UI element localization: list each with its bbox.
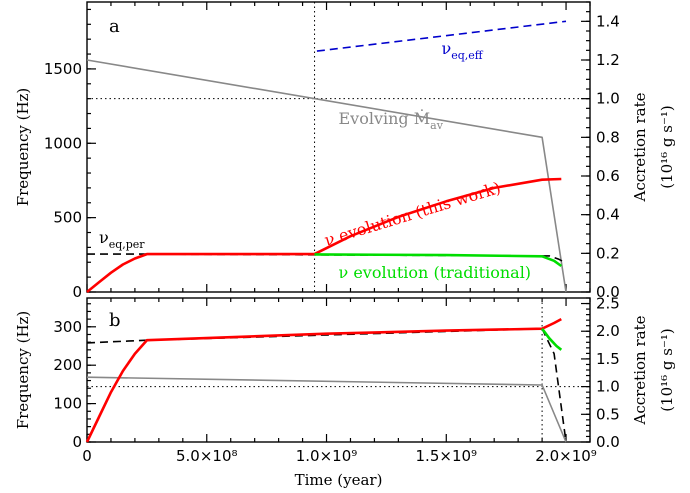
- plot-frame: [86, 297, 591, 443]
- y-right-tick-label: 0.6: [596, 167, 620, 185]
- y-tick-label: 1500: [44, 60, 82, 78]
- series-line-nu-eq-eff: [316, 20, 567, 52]
- y-right-axis-units: (10¹⁶ g s⁻¹): [658, 105, 676, 189]
- y-right-tick-label: 1.0: [596, 90, 620, 108]
- annotation-subscript: av: [430, 119, 444, 132]
- annotation-label: νeq,eff: [441, 39, 483, 62]
- y-right-tick-label: 1.5: [596, 350, 620, 368]
- series-line-accretion-rate-right-axis: [86, 376, 567, 443]
- annotation-label: ν evolution (traditional): [339, 263, 532, 282]
- y-axis-label: Frequency (Hz): [14, 88, 32, 207]
- x-tick-label: 1.5×10⁹: [416, 447, 478, 465]
- y-tick-label: 0: [72, 283, 82, 301]
- y-right-tick-label: 1.0: [596, 378, 620, 396]
- series-line-nu-evolution-traditional: [314, 253, 563, 268]
- annotation-main: ν evolution (this work): [322, 178, 503, 250]
- x-tick-label: 2.0×10⁹: [535, 447, 597, 465]
- y-tick-label: 200: [53, 356, 82, 374]
- y-right-tick-label: 0.0: [596, 283, 620, 301]
- y-right-tick-label: 1.4: [596, 12, 620, 30]
- x-tick-label: 1.0×10⁹: [296, 447, 358, 465]
- y-tick-label: 300: [53, 318, 82, 336]
- y-right-tick-label: 0.4: [596, 206, 620, 224]
- y-right-tick-label: 0.8: [596, 128, 620, 146]
- y-tick-label: 500: [53, 209, 82, 227]
- y-right-tick-label: 0.5: [596, 405, 620, 423]
- annotation-subscript: eq,eff: [451, 49, 484, 62]
- y-right-tick-label: 2.0: [596, 322, 620, 340]
- annotation-subscript: eq,per: [109, 238, 146, 251]
- panel-b: 0 100 200 300 0.0 0.5 1.0 1.5 2.0 2.5 b Frequency (…: [14, 295, 676, 489]
- plot-frame: [86, 1, 591, 293]
- series-line-accretion-rate-right-axis: [86, 59, 567, 293]
- y-right-axis-label: Accretion rate: [631, 315, 649, 425]
- y-right-tick-label: 1.2: [596, 51, 620, 69]
- y-right-tick-label: 2.5: [596, 295, 620, 313]
- series-line-nu-eq-per: [87, 253, 567, 264]
- series-line-nu-evolution-this-work: [86, 177, 562, 294]
- annotation-main: ν: [99, 228, 109, 247]
- series-line-nu-evolution-this-work: [85, 317, 562, 443]
- panel-label: a: [109, 16, 120, 37]
- y-tick-label: 0: [72, 433, 82, 451]
- panel-a: 0 500 1000 1500 0.0 0.2 0.4 0.6 0.8 1.0 1.2 1.4 a Fre…: [14, 1, 676, 301]
- annotation-label: ν evolution (this work): [322, 178, 503, 250]
- y-right-tick-label: 0.0: [596, 433, 620, 451]
- x-axis-label: Time (year): [295, 471, 383, 489]
- x-tick-label: 5.0×10⁸: [176, 447, 238, 465]
- y-right-axis-label: Accretion rate: [631, 92, 649, 202]
- y-right-axis-units: (10¹⁶ g s⁻¹): [658, 328, 676, 412]
- y-tick-label: 100: [53, 395, 82, 413]
- panel-label: b: [109, 310, 121, 331]
- y-axis-label: Frequency (Hz): [14, 311, 32, 430]
- y-tick-label: 1000: [44, 134, 82, 152]
- series-line-nu-evolution-traditional: [541, 327, 563, 351]
- annotation-main: Evolving Ṁ: [339, 108, 431, 128]
- annotation-label: Evolving Ṁav: [339, 108, 444, 132]
- x-tick-label: 0: [82, 447, 92, 465]
- annotation-label: νeq,per: [99, 228, 145, 251]
- series-line-nu-eq: [86, 327, 567, 443]
- annotation-main: ν: [441, 39, 451, 58]
- y-right-tick-label: 0.2: [596, 244, 620, 262]
- annotation-main: ν evolution (traditional): [339, 263, 532, 282]
